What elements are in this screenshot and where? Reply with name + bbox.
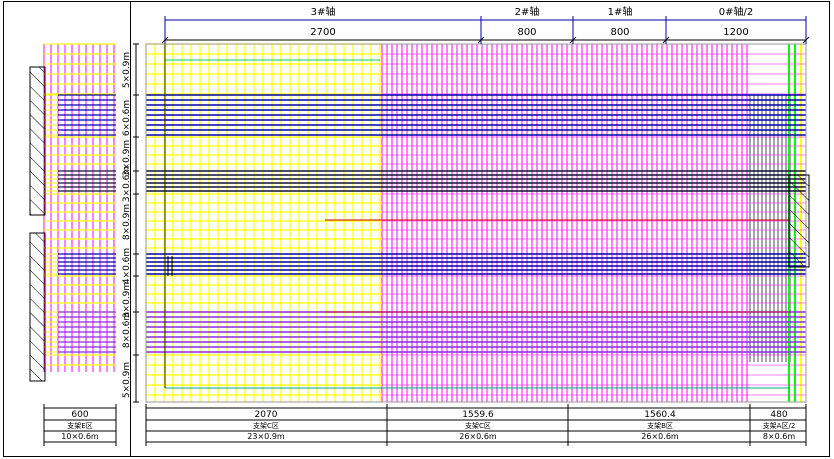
bottom-zone3-width: 1560.4 (644, 410, 676, 420)
bottom-zone1-spacing: 23×0.9m (247, 432, 285, 441)
hatched-wall-right (788, 174, 810, 268)
left-dim-5: 8×0.9m (122, 204, 132, 240)
bottom-left-spacing: 10×0.6m (61, 432, 99, 441)
top-dim-tick (569, 36, 577, 44)
left-dim-6: 4×0.6m (122, 248, 132, 284)
hatched-wall-upper-left (29, 66, 46, 216)
bottom-left-width: 600 (71, 410, 88, 420)
top-dim-tick (802, 36, 810, 44)
hatched-wall-lower-left (29, 232, 46, 382)
bottom-dimension-chain: 600 支架E区 10×0.6m 2070 支架C区 23×0.9m 1559.… (43, 404, 807, 446)
left-dim-1: 5×0.9m (122, 52, 132, 88)
left-dim-9: 5×0.9m (122, 362, 132, 398)
bottom-left-zone: 支架E区 (67, 421, 92, 430)
left-dim-4: 3×0.6m (122, 166, 132, 202)
left-dim-7: 3×0.9m (122, 282, 132, 318)
top-span-2700: 2700 (310, 27, 335, 38)
top-dimension-chain: 3#轴 2#轴 1#轴 0#轴/2 2700 800 800 1200 (161, 5, 810, 44)
bottom-zone3-name: 支架B区 (647, 421, 673, 430)
bottom-zone4-spacing: 8×0.6m (763, 432, 796, 441)
top-axis-label-2: 2#轴 (515, 5, 540, 18)
top-span-800b: 800 (610, 27, 629, 38)
bottom-zone4-name: 支架A区/2 (763, 421, 796, 430)
top-axis-label-1: 1#轴 (608, 5, 633, 18)
top-span-1200: 1200 (723, 27, 748, 38)
left-support-grid (43, 43, 116, 372)
bottom-zone2-name: 支架C区 (465, 421, 491, 430)
top-axis-label-3: 3#轴 (311, 5, 336, 18)
bottom-zone1-width: 2070 (255, 410, 278, 420)
bottom-zone2-spacing: 26×0.6m (459, 432, 497, 441)
main-support-grid (145, 43, 807, 403)
top-dim-tick (477, 36, 485, 44)
top-axis-label-0: 0#轴/2 (719, 5, 753, 18)
bottom-zone1-name: 支架C区 (253, 421, 279, 430)
bottom-zone3-spacing: 26×0.6m (641, 432, 679, 441)
bottom-zone2-width: 1559.6 (462, 410, 494, 420)
top-dim-tick (161, 36, 169, 44)
left-dim-3: 3×0.9m (122, 140, 132, 176)
top-span-800a: 800 (517, 27, 536, 38)
hatched-walls (29, 66, 810, 382)
drawing-frame (3, 1, 830, 457)
top-dim-tick (662, 36, 670, 44)
left-dim-2: 6×0.6m (122, 100, 132, 136)
bottom-zone4-width: 480 (770, 410, 787, 420)
left-dimension-chain: 5×0.9m 6×0.6m 3×0.9m 3×0.6m 8×0.9m 4×0.6… (122, 43, 139, 403)
left-dim-8: 8×0.6m (122, 312, 132, 348)
